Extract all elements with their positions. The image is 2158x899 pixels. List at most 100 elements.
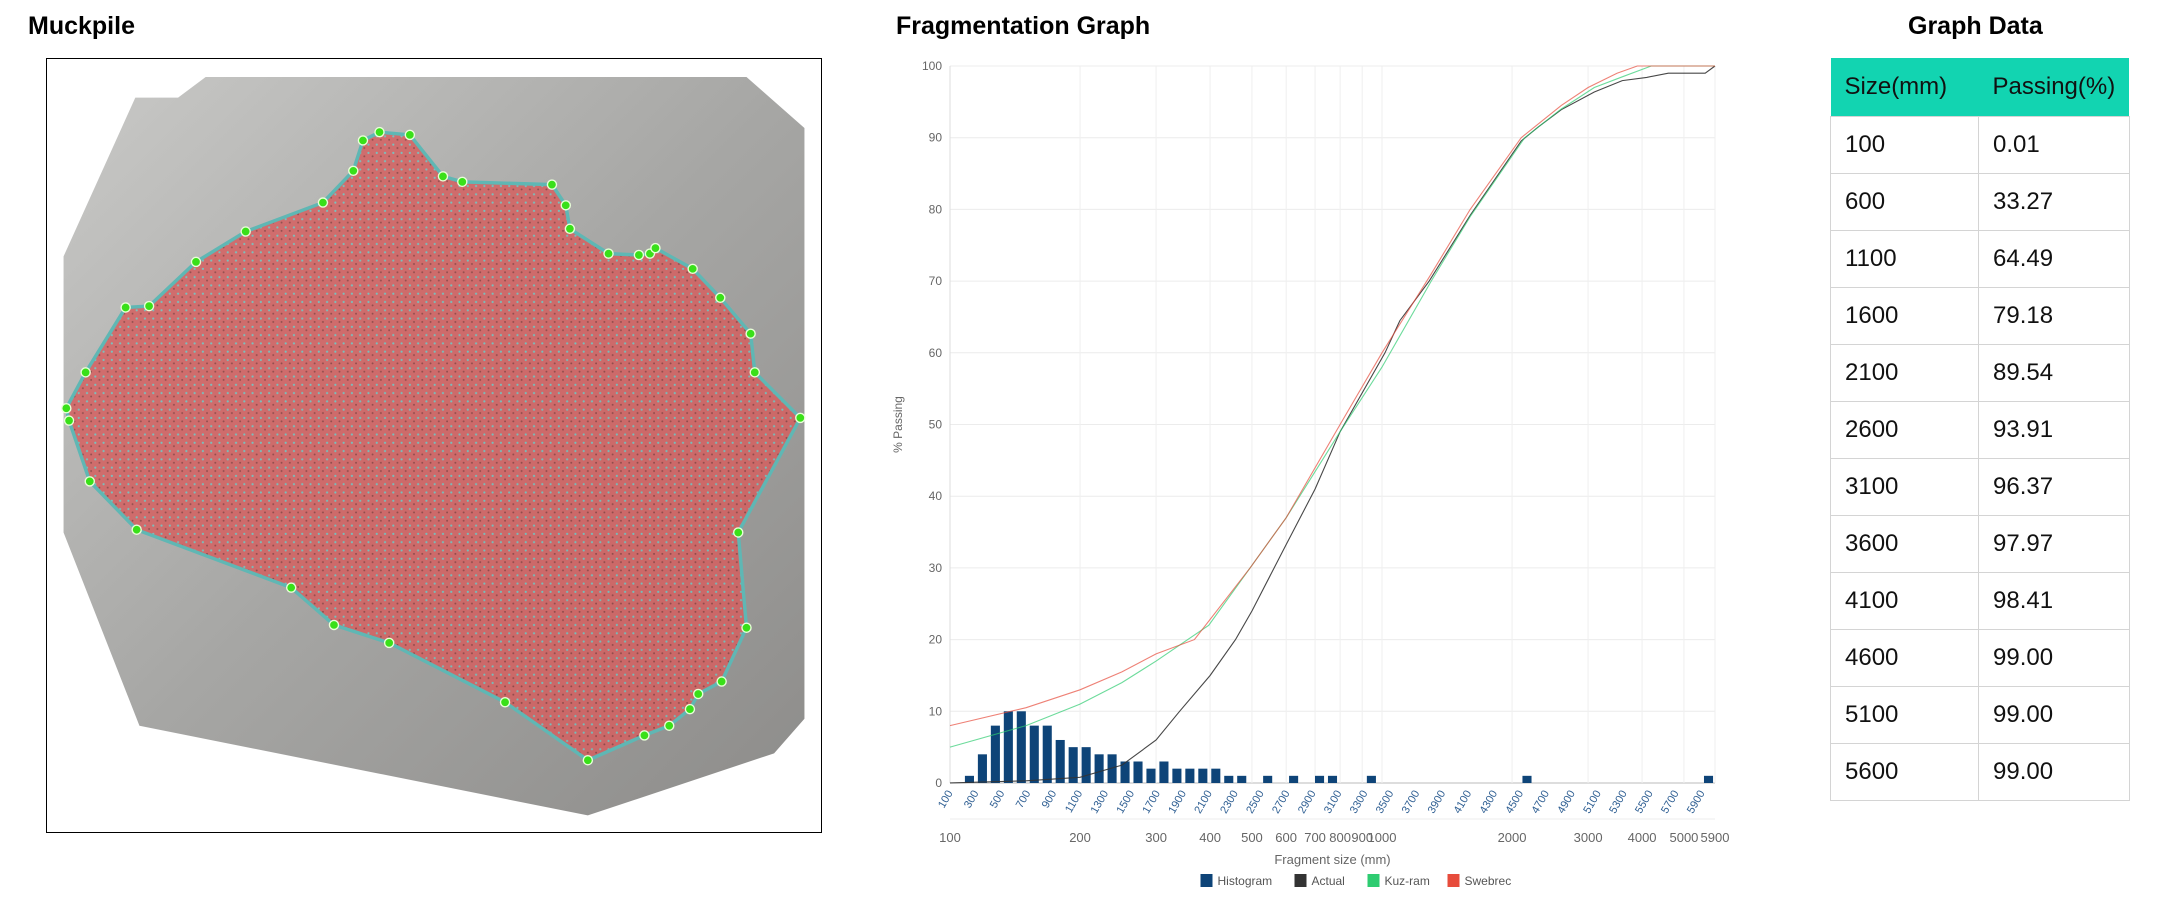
boundary-marker[interactable]: [564, 223, 576, 235]
histogram-bar: [1094, 754, 1104, 783]
category-tick-label: 5900: [1685, 789, 1708, 816]
legend-item[interactable]: Histogram: [1218, 874, 1273, 888]
boundary-marker[interactable]: [663, 720, 675, 731]
boundary-marker[interactable]: [546, 179, 558, 190]
histogram-bar: [1003, 711, 1013, 783]
boundary-marker[interactable]: [684, 703, 696, 715]
boundary-marker[interactable]: [63, 415, 75, 426]
histogram-bar: [1029, 725, 1039, 783]
category-tick-label: 1100: [1063, 789, 1085, 815]
y-tick-label: 50: [929, 418, 943, 432]
muckpile-canvas: [61, 76, 806, 816]
legend-item[interactable]: Swebrec: [1465, 874, 1512, 888]
log-x-tick-label: 2000: [1498, 830, 1527, 845]
size-cell: 600: [1830, 173, 1979, 231]
boundary-marker[interactable]: [687, 263, 698, 275]
category-tick-label: 3300: [1348, 789, 1371, 816]
size-cell: 2600: [1830, 401, 1979, 459]
legend-swatch: [1447, 874, 1460, 887]
boundary-marker[interactable]: [374, 126, 385, 138]
category-tick-label: 4700: [1529, 789, 1552, 816]
boundary-marker[interactable]: [639, 730, 650, 741]
category-tick-label: 4300: [1478, 789, 1501, 816]
column-header-passing: Passing(%): [1978, 58, 2130, 117]
boundary-marker[interactable]: [716, 676, 727, 687]
histogram-bar: [1211, 768, 1221, 783]
size-cell: 4100: [1830, 572, 1979, 630]
boundary-marker[interactable]: [745, 328, 756, 339]
series-line-swebrec: [949, 65, 1715, 727]
passing-cell: 99.00: [1978, 686, 2130, 744]
table-row: 1600 79.18: [1830, 287, 2130, 345]
histogram-bar: [1042, 725, 1052, 783]
boundary-marker[interactable]: [348, 165, 359, 177]
y-tick-label: 100: [922, 59, 942, 73]
boundary-marker[interactable]: [131, 524, 142, 535]
table-row: 600 33.27: [1830, 173, 2130, 231]
boundary-marker[interactable]: [741, 622, 752, 633]
passing-cell: 98.41: [1978, 572, 2130, 630]
histogram-bar: [1146, 768, 1156, 783]
boundary-marker[interactable]: [328, 619, 340, 631]
boundary-marker[interactable]: [749, 367, 761, 378]
category-tick-label: 3700: [1400, 789, 1423, 816]
category-tick-label: 3900: [1426, 789, 1449, 816]
boundary-marker[interactable]: [383, 637, 395, 649]
series-line-kuz-ram: [949, 65, 1715, 748]
boundary-marker[interactable]: [143, 300, 155, 312]
y-tick-label: 30: [929, 561, 943, 575]
boundary-marker[interactable]: [633, 249, 645, 261]
boundary-marker[interactable]: [404, 129, 416, 141]
boundary-marker[interactable]: [457, 176, 468, 188]
boundary-marker[interactable]: [437, 171, 449, 182]
boundary-marker[interactable]: [715, 292, 726, 304]
category-tick-label: 3500: [1374, 789, 1397, 816]
boundary-marker[interactable]: [582, 754, 594, 766]
boundary-marker[interactable]: [120, 302, 131, 313]
histogram-bar: [1289, 775, 1299, 783]
legend-item[interactable]: Kuz-ram: [1385, 874, 1430, 888]
category-tick-label: 5100: [1581, 789, 1604, 816]
table-row: 100 0.01: [1830, 116, 2130, 174]
log-x-tick-label: 4000: [1628, 830, 1657, 845]
boundary-marker[interactable]: [499, 697, 511, 708]
legend-item[interactable]: Actual: [1312, 874, 1345, 888]
boundary-marker[interactable]: [285, 582, 297, 593]
boundary-marker[interactable]: [80, 367, 91, 378]
muckpile-title: Muckpile: [28, 12, 135, 40]
table-row: 3600 97.97: [1830, 515, 2130, 573]
boundary-marker[interactable]: [317, 197, 329, 208]
log-x-tick-label: 600: [1275, 830, 1297, 845]
boundary-marker[interactable]: [560, 200, 572, 211]
y-tick-label: 70: [929, 274, 943, 288]
boundary-marker[interactable]: [84, 476, 96, 487]
category-tick-label: 2500: [1244, 789, 1267, 816]
histogram-bar: [1263, 775, 1273, 783]
passing-cell: 99.00: [1978, 629, 2130, 687]
histogram-bar: [1055, 739, 1065, 783]
y-tick-label: 80: [929, 202, 943, 216]
boundary-marker[interactable]: [603, 248, 614, 259]
boundary-marker[interactable]: [692, 688, 704, 700]
y-axis-title: % Passing: [891, 396, 905, 453]
boundary-marker[interactable]: [650, 242, 661, 254]
legend-swatch: [1200, 874, 1213, 887]
boundary-marker[interactable]: [240, 226, 251, 237]
log-x-tick-label: 200: [1069, 830, 1091, 845]
histogram-bar: [1703, 775, 1714, 783]
fragmentation-chart: 0 10 20 30 40 50 60 70 80 90 100 100 200 300 400 500 600…: [891, 59, 1729, 888]
passing-cell: 96.37: [1978, 458, 2130, 516]
boundary-marker[interactable]: [61, 402, 72, 414]
boundary-marker[interactable]: [795, 412, 806, 424]
boundary-marker[interactable]: [732, 527, 744, 538]
muckpile-image[interactable]: [46, 58, 822, 833]
category-tick-label: 900: [1040, 789, 1060, 811]
y-tick-label: 40: [929, 489, 943, 503]
boundary-marker[interactable]: [190, 256, 202, 268]
passing-cell: 99.00: [1978, 743, 2130, 801]
category-tick-label: 3100: [1322, 789, 1345, 816]
passing-cell: 0.01: [1978, 116, 2130, 174]
category-tick-label: 100: [936, 789, 956, 811]
boundary-marker[interactable]: [357, 135, 369, 146]
category-tick-label: 1300: [1089, 789, 1112, 816]
